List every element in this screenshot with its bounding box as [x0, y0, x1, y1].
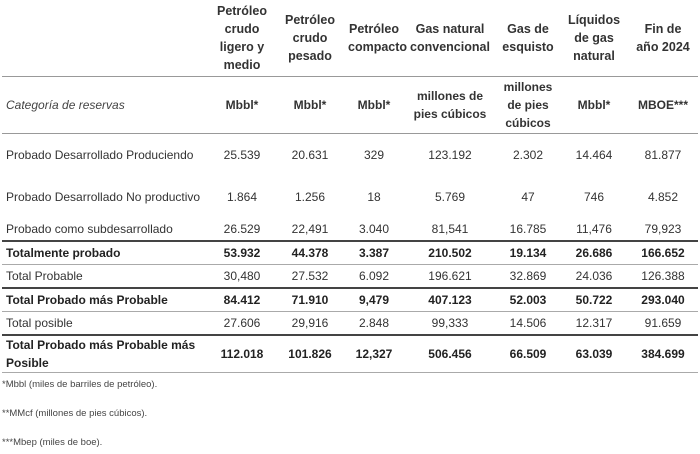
- value-cell: 506.456: [404, 335, 496, 373]
- unit-cell: Mbbl*: [208, 76, 276, 134]
- value-cell: 12.317: [560, 311, 628, 336]
- header-tight-oil: Petróleo compacto: [348, 22, 408, 54]
- value-cell: 26.529: [223, 222, 261, 236]
- value-cell: 32.869: [496, 264, 560, 289]
- value-cell: 81,541: [431, 222, 469, 236]
- row-label: Total Probado más Probable: [2, 288, 208, 312]
- value-cell: 11,476: [576, 222, 612, 236]
- value-cell: 126.388: [628, 264, 698, 289]
- header-conventional-gas: Gas natural convencional: [410, 22, 490, 54]
- unit-cell: MBOE***: [628, 76, 698, 134]
- value-cell: 71.910: [276, 288, 344, 312]
- value-cell: 84.412: [208, 288, 276, 312]
- value-cell: 329: [363, 148, 385, 162]
- footnote-mbbl: *Mbbl (miles de barriles de petróleo).: [2, 379, 158, 390]
- value-cell: 22,491: [291, 222, 329, 236]
- value-cell: 293.040: [628, 288, 698, 312]
- value-cell: 24.036: [560, 264, 628, 289]
- row-label: Probado Desarrollado No productivo: [6, 190, 201, 204]
- reserves-table: Petróleo crudo ligero y medio Petróleo c…: [2, 0, 698, 373]
- value-cell: 50.722: [560, 288, 628, 312]
- value-cell: 6.092: [344, 264, 404, 289]
- value-cell: 91.659: [628, 311, 698, 336]
- table-row: Total Probable 30,480 27.532 6.092 196.6…: [2, 264, 698, 289]
- value-cell: 81.877: [644, 148, 682, 162]
- units-row: Categoría de reservas Mbbl* Mbbl* Mbbl* …: [2, 76, 698, 134]
- value-cell: 2.302: [512, 148, 544, 162]
- value-cell: 9,479: [344, 288, 404, 312]
- row-label: Total Probado más Probable más Posible: [2, 335, 208, 373]
- row-label: Totalmente probado: [2, 240, 208, 265]
- value-cell: 166.652: [628, 240, 698, 265]
- footnote-mmcf: **MMcf (millones de pies cúbicos).: [2, 408, 148, 419]
- value-cell: 29,916: [276, 311, 344, 336]
- value-cell: 53.932: [208, 240, 276, 265]
- unit-cell: millones de pies cúbicos: [496, 76, 560, 134]
- value-cell: 3.387: [344, 240, 404, 265]
- value-cell: 1.864: [226, 190, 258, 204]
- value-cell: 2.848: [344, 311, 404, 336]
- unit-cell: Mbbl*: [276, 76, 344, 134]
- value-cell: 101.826: [276, 335, 344, 373]
- row-label: Total Probable: [2, 264, 208, 289]
- value-cell: 4.852: [647, 190, 679, 204]
- header-year-end: Fin de año 2024: [636, 22, 690, 54]
- value-cell: 5.769: [434, 190, 466, 204]
- value-cell: 14.464: [575, 148, 613, 162]
- category-label: Categoría de reservas: [2, 76, 208, 134]
- header-heavy-crude: Petróleo crudo pesado: [284, 13, 335, 63]
- value-cell: 746: [583, 190, 605, 204]
- value-cell: 19.134: [496, 240, 560, 265]
- value-cell: 27.606: [208, 311, 276, 336]
- table-row: Total posible 27.606 29,916 2.848 99,333…: [2, 311, 698, 336]
- value-cell: 44.378: [276, 240, 344, 265]
- value-cell: 27.532: [276, 264, 344, 289]
- value-cell: 99,333: [404, 311, 496, 336]
- table-row: Probado como subdesarrollado 26.529 22,4…: [2, 218, 698, 241]
- header-shale-gas: Gas de esquisto: [502, 22, 554, 54]
- value-cell: 210.502: [404, 240, 496, 265]
- value-cell: 384.699: [628, 335, 698, 373]
- unit-cell: Mbbl*: [560, 76, 628, 134]
- value-cell: 18: [367, 190, 381, 204]
- value-cell: 63.039: [560, 335, 628, 373]
- unit-cell: millones de pies cúbicos: [404, 76, 496, 134]
- table-row-total: Totalmente probado 53.932 44.378 3.387 2…: [2, 240, 698, 265]
- unit-cell: Mbbl*: [344, 76, 404, 134]
- header-row: Petróleo crudo ligero y medio Petróleo c…: [2, 0, 698, 77]
- row-label: Probado Desarrollado Produciendo: [6, 148, 194, 162]
- table-row: Probado Desarrollado No productivo 1.864…: [2, 176, 698, 218]
- value-cell: 123.192: [428, 148, 472, 162]
- value-cell: 66.509: [496, 335, 560, 373]
- value-cell: 112.018: [208, 335, 276, 373]
- value-cell: 1.256: [294, 190, 326, 204]
- value-cell: 26.686: [560, 240, 628, 265]
- header-light-medium-crude: Petróleo crudo ligero y medio: [216, 4, 267, 72]
- value-cell: 12,327: [344, 335, 404, 373]
- value-cell: 52.003: [496, 288, 560, 312]
- value-cell: 16.785: [509, 222, 547, 236]
- value-cell: 20.631: [291, 148, 329, 162]
- value-cell: 196.621: [404, 264, 496, 289]
- header-ngl: Líquidos de gas natural: [567, 13, 621, 63]
- header-empty: [2, 0, 208, 77]
- table-row-total: Total Probado más Probable 84.412 71.910…: [2, 288, 698, 312]
- row-label: Total posible: [2, 311, 208, 336]
- value-cell: 30,480: [208, 264, 276, 289]
- value-cell: 407.123: [404, 288, 496, 312]
- value-cell: 25.539: [223, 148, 261, 162]
- value-cell: 14.506: [496, 311, 560, 336]
- row-label: Probado como subdesarrollado: [6, 222, 173, 236]
- table-row: Probado Desarrollado Produciendo 25.539 …: [2, 134, 698, 177]
- value-cell: 79,923: [644, 222, 682, 236]
- value-cell: 47: [521, 190, 535, 204]
- footnote-mbep: ***Mbep (miles de boe).: [2, 437, 103, 448]
- table-row-total: Total Probado más Probable más Posible 1…: [2, 335, 698, 373]
- value-cell: 3.040: [358, 222, 390, 236]
